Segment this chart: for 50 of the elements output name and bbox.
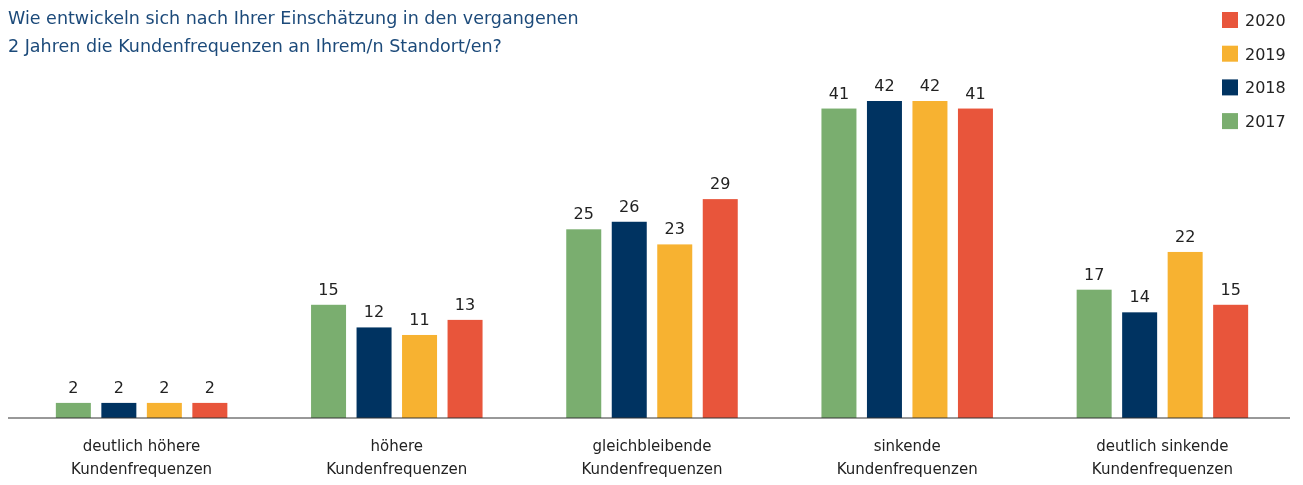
bar <box>957 108 993 418</box>
bar <box>702 199 738 418</box>
bar <box>146 402 182 418</box>
data-label: 41 <box>828 83 850 103</box>
x-tick-label: höhere Kundenfrequenzen <box>326 437 468 478</box>
bar <box>1122 312 1158 418</box>
bar <box>1167 251 1203 418</box>
data-label: 17 <box>1083 264 1105 284</box>
data-label: 2 <box>68 377 79 397</box>
bar <box>447 319 483 418</box>
data-label: 2 <box>113 377 124 397</box>
bar <box>821 108 857 418</box>
data-label: 26 <box>619 196 640 216</box>
data-label: 42 <box>919 76 941 95</box>
x-tick-label: deutlich höhere Kundenfrequenzen <box>71 437 213 478</box>
bar <box>912 101 948 418</box>
data-label: 12 <box>363 302 385 322</box>
data-label: 22 <box>1174 226 1196 246</box>
data-label: 11 <box>409 309 430 329</box>
data-label: 23 <box>664 219 685 239</box>
data-label: 41 <box>965 83 986 103</box>
data-label: 13 <box>454 294 476 314</box>
bar <box>1076 289 1112 418</box>
bar <box>1213 304 1249 418</box>
data-label: 42 <box>874 76 895 95</box>
bar <box>55 402 91 418</box>
data-label: 2 <box>159 377 170 397</box>
legend-label: 2018 <box>1245 78 1286 98</box>
bar <box>192 402 228 418</box>
data-label: 25 <box>573 204 594 224</box>
x-tick-label: deutlich sinkende Kundenfrequenzen <box>1091 437 1233 478</box>
legend-label: 2017 <box>1245 112 1286 132</box>
data-label: 15 <box>1220 279 1241 299</box>
bar <box>311 304 347 418</box>
chart-title: Wie entwickeln sich nach Ihrer Einschätzung in den vergangenen 2 Jahren die Kundenfrequenzen an Ihrem/n Standort/en? <box>8 8 579 56</box>
data-label: 14 <box>1129 287 1150 307</box>
legend-label: 2019 <box>1245 44 1286 64</box>
bar <box>866 101 902 418</box>
bar <box>657 244 693 418</box>
legend-label: 2020 <box>1245 11 1286 30</box>
data-label: 29 <box>710 174 731 194</box>
data-label: 15 <box>318 279 339 299</box>
bar <box>566 229 602 418</box>
bar <box>101 402 137 418</box>
bar <box>356 327 392 418</box>
x-tick-label: sinkende Kundenfrequenzen <box>836 437 978 478</box>
data-label: 2 <box>204 377 215 397</box>
bar <box>402 334 438 418</box>
bar <box>611 221 647 418</box>
x-tick-label: gleichbleibende Kundenfrequenzen <box>581 437 723 478</box>
